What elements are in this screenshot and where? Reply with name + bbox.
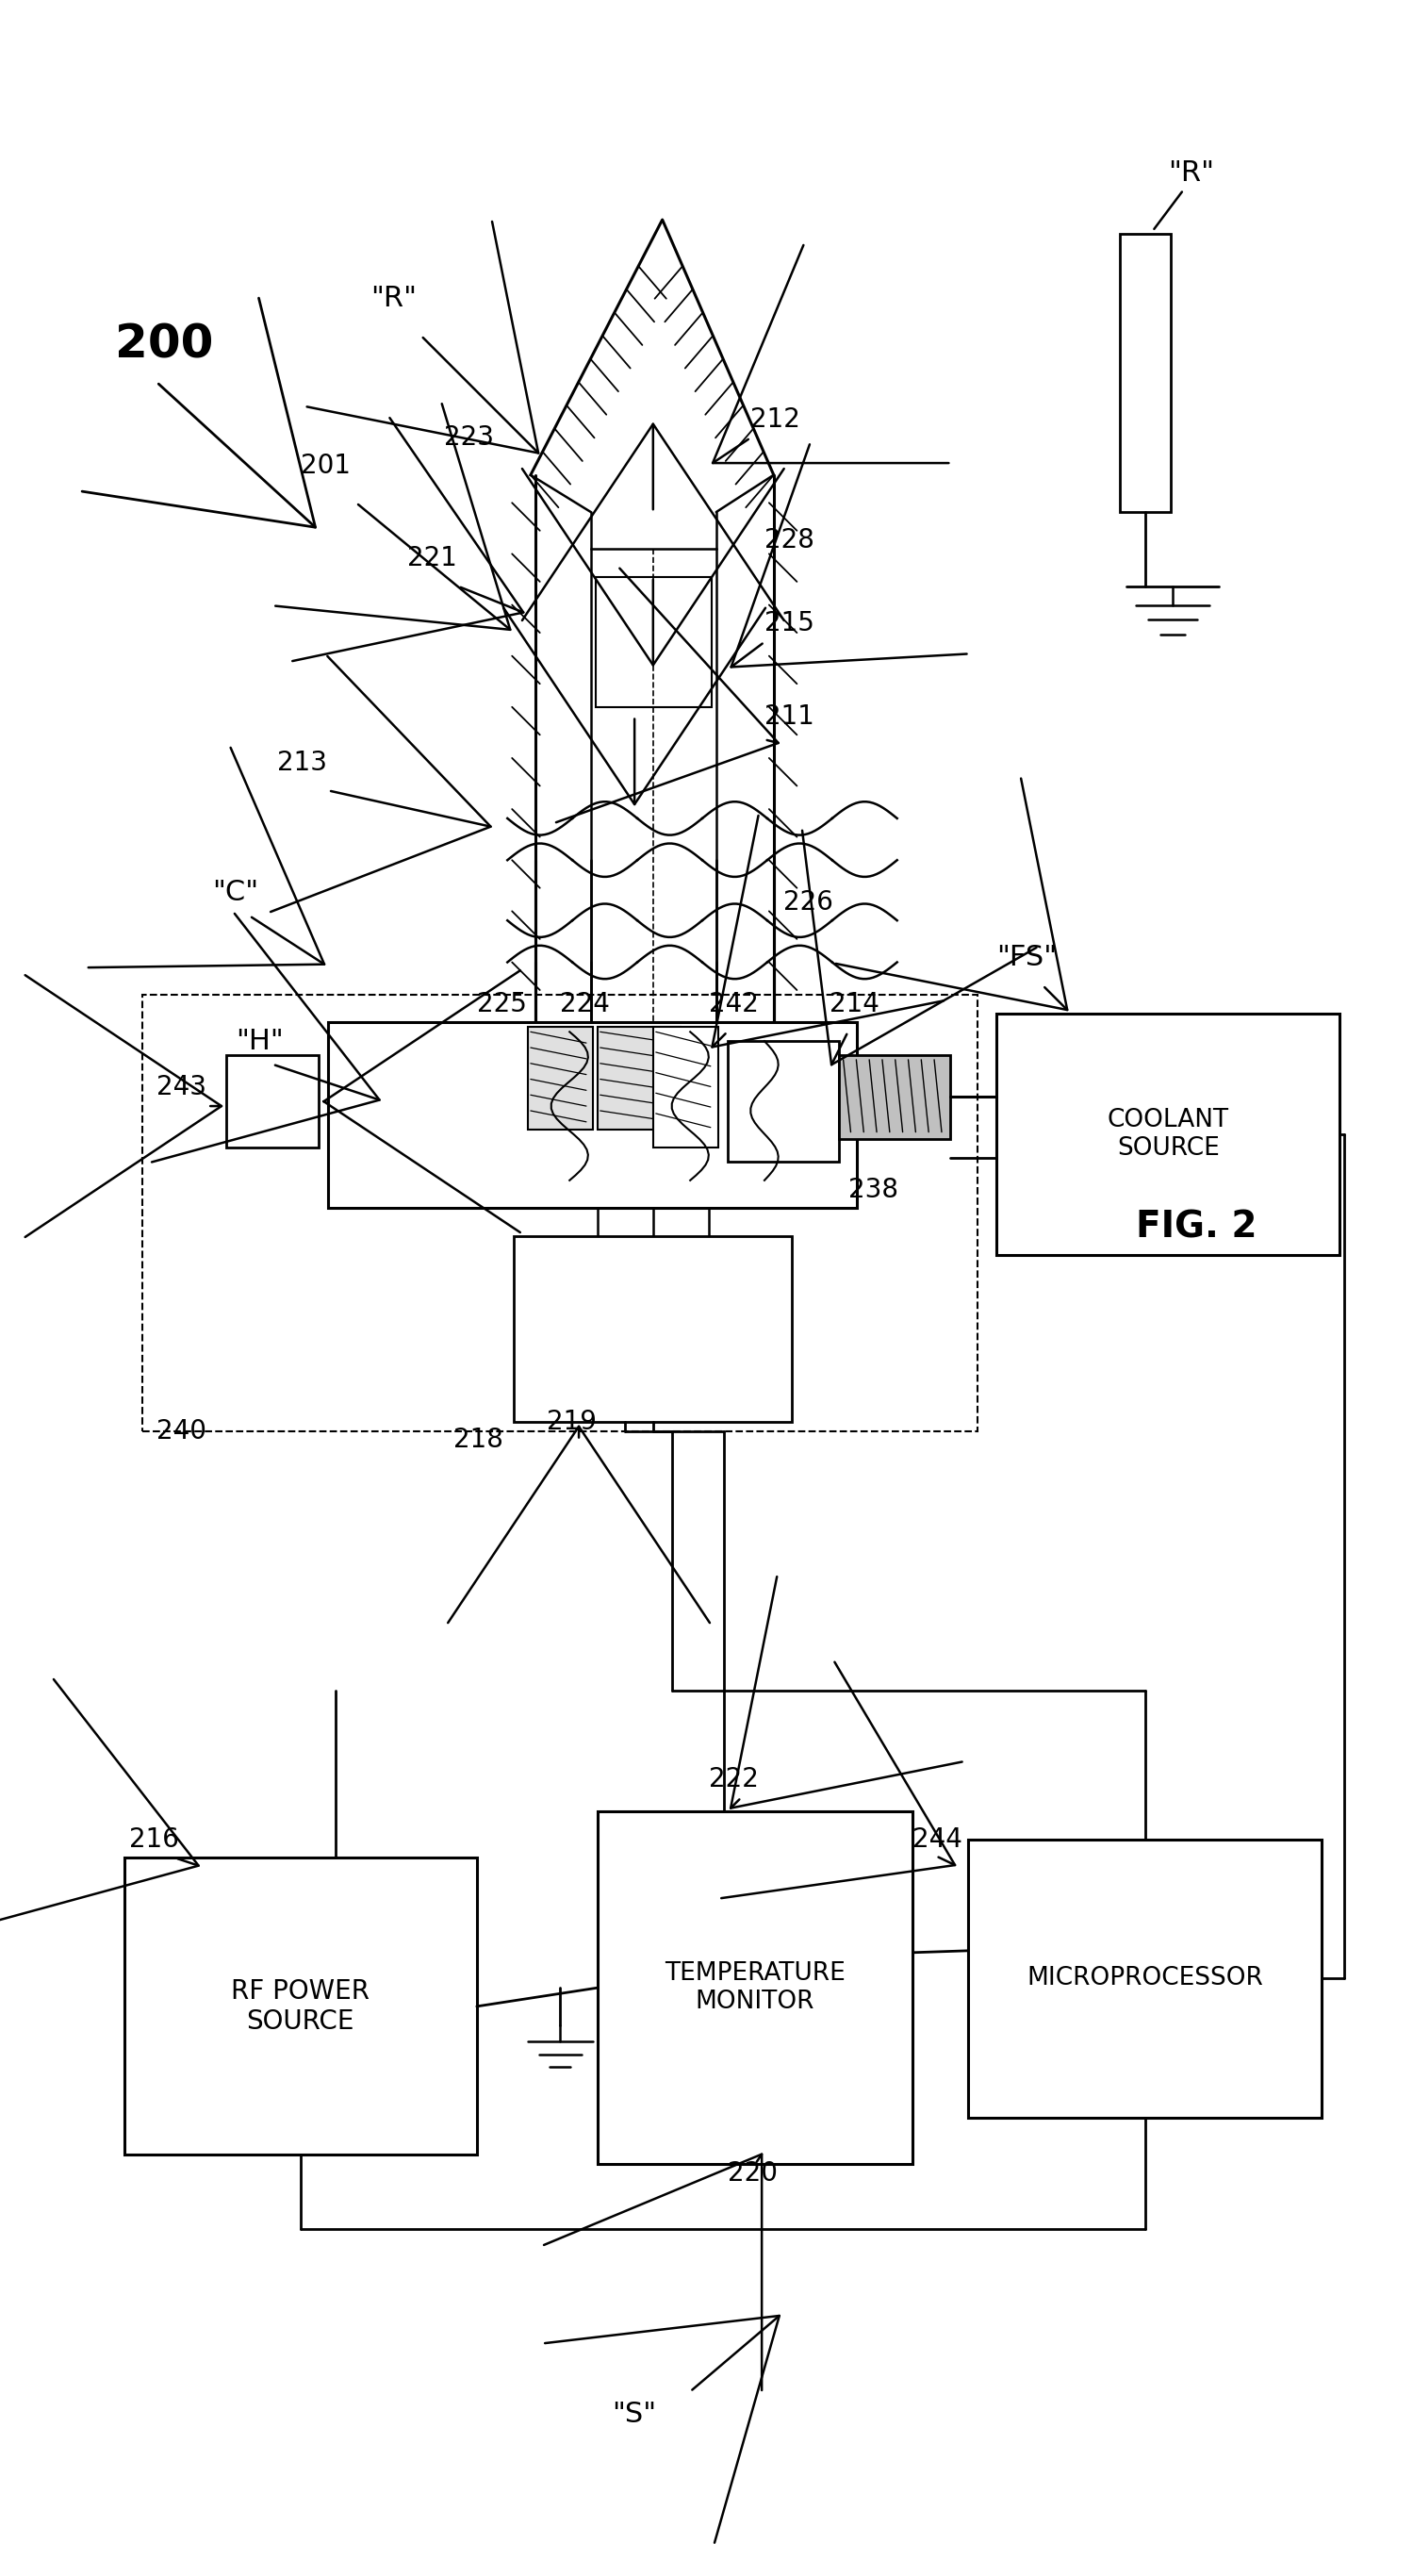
Text: TEMPERATURE
MONITOR: TEMPERATURE MONITOR [664,1960,845,2014]
Bar [839,1056,950,1139]
Text: COOLANT
SOURCE: COOLANT SOURCE [1108,1108,1229,1159]
Bar [514,1236,793,1422]
Bar [653,1028,718,1149]
Text: 242: 242 [709,992,759,1018]
Text: 214: 214 [829,992,879,1018]
Bar [595,577,712,706]
Text: 219: 219 [547,1409,596,1435]
Text: 243: 243 [157,1074,206,1100]
Text: 244: 244 [913,1826,962,1852]
Text: 216: 216 [129,1826,178,1852]
Text: "R": "R" [370,286,417,312]
Bar [328,1023,858,1208]
Bar [728,1041,839,1162]
Text: 201: 201 [301,453,350,479]
Text: 212: 212 [750,407,800,433]
Text: "R": "R" [1169,160,1214,188]
Text: 225: 225 [476,992,527,1018]
Bar [598,1811,913,2164]
Text: "H": "H" [236,1028,284,1054]
Text: 238: 238 [848,1177,897,1203]
Text: 211: 211 [764,703,814,729]
Bar [143,994,978,1430]
Text: 222: 222 [709,1765,759,1793]
Text: FIG. 2: FIG. 2 [1136,1208,1256,1244]
Text: 213: 213 [277,750,328,775]
Text: "FS": "FS" [996,943,1057,971]
Text: "S": "S" [612,2401,657,2429]
Text: 226: 226 [783,889,832,914]
Text: 228: 228 [764,526,814,554]
Text: 220: 220 [728,2161,777,2187]
Bar [124,1857,476,2156]
Bar [226,1056,319,1149]
Text: 223: 223 [444,425,495,451]
Bar [1119,234,1171,513]
Text: MICROPROCESSOR: MICROPROCESSOR [1027,1965,1263,1991]
Text: 200: 200 [114,322,213,368]
Text: 221: 221 [407,546,456,572]
Bar [598,1028,681,1128]
Text: 215: 215 [764,611,814,636]
Bar [528,1028,593,1128]
Text: 224: 224 [561,992,610,1018]
Text: RF POWER
SOURCE: RF POWER SOURCE [232,1978,370,2035]
Text: 218: 218 [454,1427,503,1453]
Text: "C": "C" [212,878,259,907]
Bar [996,1012,1340,1255]
Bar [968,1839,1321,2117]
Text: 240: 240 [157,1417,206,1445]
